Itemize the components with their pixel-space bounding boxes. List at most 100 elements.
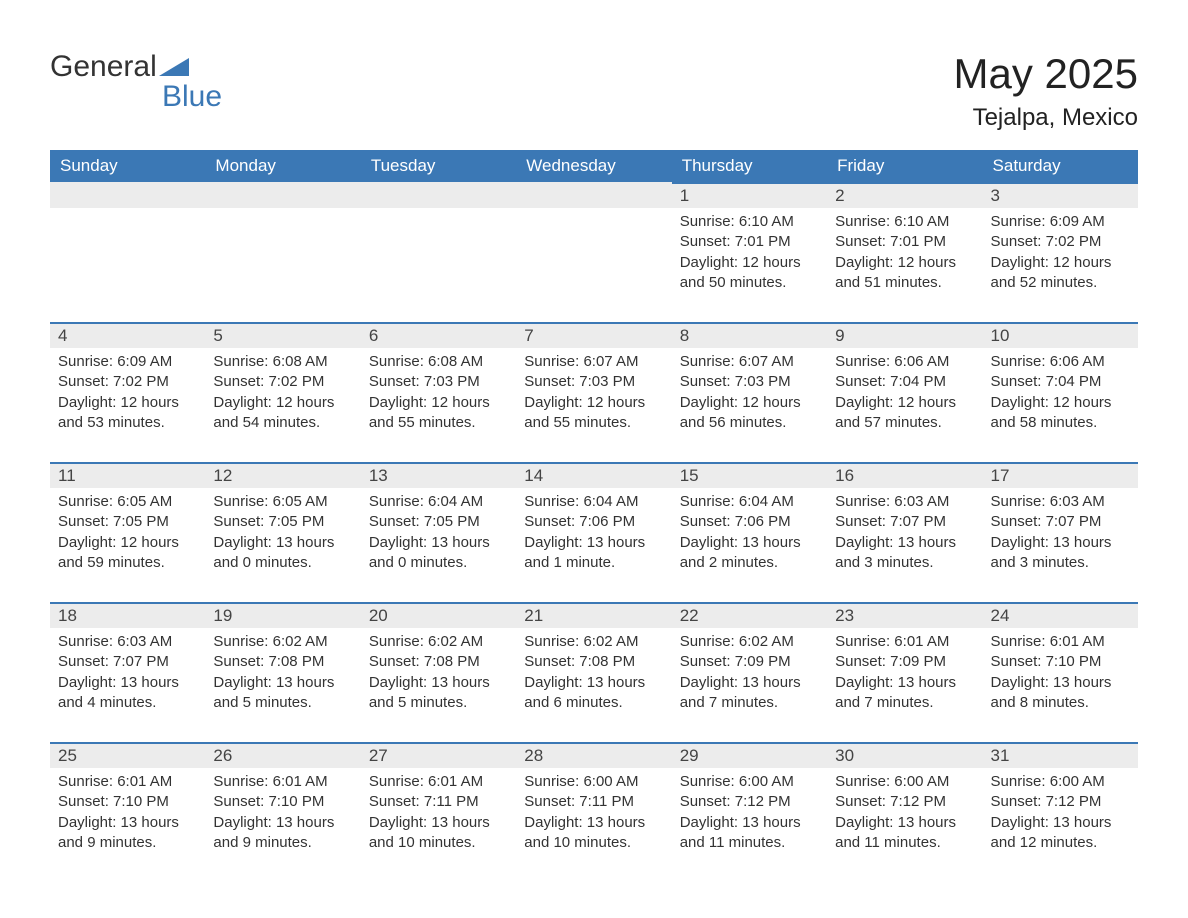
day-body: Sunrise: 6:08 AMSunset: 7:03 PMDaylight:… <box>361 348 516 439</box>
day-body: Sunrise: 6:04 AMSunset: 7:06 PMDaylight:… <box>672 488 827 579</box>
day-number: 30 <box>827 742 982 768</box>
daylight-text: Daylight: 13 hours and 10 minutes. <box>369 813 508 854</box>
daylight-text: Daylight: 12 hours and 55 minutes. <box>524 393 663 434</box>
sunset-text: Sunset: 7:11 PM <box>524 792 663 812</box>
sunrise-text: Sunrise: 6:05 AM <box>58 492 197 512</box>
daylight-text: Daylight: 13 hours and 11 minutes. <box>835 813 974 854</box>
sunrise-text: Sunrise: 6:03 AM <box>835 492 974 512</box>
empty-day-number <box>205 182 360 208</box>
weekday-header-row: SundayMondayTuesdayWednesdayThursdayFrid… <box>50 150 1138 182</box>
calendar-cell <box>361 182 516 322</box>
daylight-text: Daylight: 12 hours and 55 minutes. <box>369 393 508 434</box>
daylight-text: Daylight: 12 hours and 56 minutes. <box>680 393 819 434</box>
daylight-text: Daylight: 12 hours and 58 minutes. <box>991 393 1130 434</box>
sunrise-text: Sunrise: 6:02 AM <box>680 632 819 652</box>
calendar-cell: 11Sunrise: 6:05 AMSunset: 7:05 PMDayligh… <box>50 462 205 602</box>
day-body: Sunrise: 6:02 AMSunset: 7:09 PMDaylight:… <box>672 628 827 719</box>
sunset-text: Sunset: 7:07 PM <box>58 652 197 672</box>
sunset-text: Sunset: 7:02 PM <box>58 372 197 392</box>
daylight-text: Daylight: 13 hours and 3 minutes. <box>835 533 974 574</box>
sunrise-text: Sunrise: 6:00 AM <box>680 772 819 792</box>
day-number: 12 <box>205 462 360 488</box>
sunset-text: Sunset: 7:03 PM <box>369 372 508 392</box>
calendar-cell: 6Sunrise: 6:08 AMSunset: 7:03 PMDaylight… <box>361 322 516 462</box>
sunset-text: Sunset: 7:12 PM <box>680 792 819 812</box>
calendar-cell: 15Sunrise: 6:04 AMSunset: 7:06 PMDayligh… <box>672 462 827 602</box>
sunrise-text: Sunrise: 6:10 AM <box>835 212 974 232</box>
day-body: Sunrise: 6:00 AMSunset: 7:12 PMDaylight:… <box>672 768 827 859</box>
day-number: 20 <box>361 602 516 628</box>
sunset-text: Sunset: 7:03 PM <box>680 372 819 392</box>
sunset-text: Sunset: 7:12 PM <box>991 792 1130 812</box>
day-body: Sunrise: 6:04 AMSunset: 7:06 PMDaylight:… <box>516 488 671 579</box>
calendar-cell: 19Sunrise: 6:02 AMSunset: 7:08 PMDayligh… <box>205 602 360 742</box>
sunset-text: Sunset: 7:09 PM <box>835 652 974 672</box>
calendar-cell: 31Sunrise: 6:00 AMSunset: 7:12 PMDayligh… <box>983 742 1138 882</box>
day-body: Sunrise: 6:07 AMSunset: 7:03 PMDaylight:… <box>516 348 671 439</box>
sunrise-text: Sunrise: 6:09 AM <box>58 352 197 372</box>
day-body: Sunrise: 6:01 AMSunset: 7:10 PMDaylight:… <box>205 768 360 859</box>
sunrise-text: Sunrise: 6:07 AM <box>680 352 819 372</box>
calendar-cell: 20Sunrise: 6:02 AMSunset: 7:08 PMDayligh… <box>361 602 516 742</box>
daylight-text: Daylight: 13 hours and 12 minutes. <box>991 813 1130 854</box>
weekday-header: Sunday <box>50 150 205 182</box>
sunrise-text: Sunrise: 6:05 AM <box>213 492 352 512</box>
weekday-header: Monday <box>205 150 360 182</box>
calendar-cell: 7Sunrise: 6:07 AMSunset: 7:03 PMDaylight… <box>516 322 671 462</box>
sunrise-text: Sunrise: 6:06 AM <box>991 352 1130 372</box>
calendar-cell: 23Sunrise: 6:01 AMSunset: 7:09 PMDayligh… <box>827 602 982 742</box>
daylight-text: Daylight: 13 hours and 4 minutes. <box>58 673 197 714</box>
day-number: 14 <box>516 462 671 488</box>
daylight-text: Daylight: 12 hours and 53 minutes. <box>58 393 197 434</box>
daylight-text: Daylight: 12 hours and 57 minutes. <box>835 393 974 434</box>
calendar-cell: 13Sunrise: 6:04 AMSunset: 7:05 PMDayligh… <box>361 462 516 602</box>
daylight-text: Daylight: 13 hours and 9 minutes. <box>213 813 352 854</box>
day-body: Sunrise: 6:00 AMSunset: 7:12 PMDaylight:… <box>827 768 982 859</box>
day-number: 18 <box>50 602 205 628</box>
day-body: Sunrise: 6:10 AMSunset: 7:01 PMDaylight:… <box>672 208 827 299</box>
daylight-text: Daylight: 12 hours and 51 minutes. <box>835 253 974 294</box>
sunrise-text: Sunrise: 6:04 AM <box>680 492 819 512</box>
sunrise-text: Sunrise: 6:00 AM <box>835 772 974 792</box>
calendar-cell: 3Sunrise: 6:09 AMSunset: 7:02 PMDaylight… <box>983 182 1138 322</box>
sunset-text: Sunset: 7:08 PM <box>524 652 663 672</box>
calendar-cell <box>516 182 671 322</box>
weekday-header: Thursday <box>672 150 827 182</box>
sunrise-text: Sunrise: 6:01 AM <box>835 632 974 652</box>
calendar-cell <box>50 182 205 322</box>
calendar-cell: 14Sunrise: 6:04 AMSunset: 7:06 PMDayligh… <box>516 462 671 602</box>
calendar-cell: 29Sunrise: 6:00 AMSunset: 7:12 PMDayligh… <box>672 742 827 882</box>
calendar-body: 1Sunrise: 6:10 AMSunset: 7:01 PMDaylight… <box>50 182 1138 882</box>
calendar-week-row: 18Sunrise: 6:03 AMSunset: 7:07 PMDayligh… <box>50 602 1138 742</box>
calendar-cell: 28Sunrise: 6:00 AMSunset: 7:11 PMDayligh… <box>516 742 671 882</box>
weekday-header: Friday <box>827 150 982 182</box>
day-number: 26 <box>205 742 360 768</box>
sunset-text: Sunset: 7:05 PM <box>369 512 508 532</box>
day-body: Sunrise: 6:09 AMSunset: 7:02 PMDaylight:… <box>50 348 205 439</box>
day-number: 11 <box>50 462 205 488</box>
sunrise-text: Sunrise: 6:01 AM <box>213 772 352 792</box>
day-body: Sunrise: 6:03 AMSunset: 7:07 PMDaylight:… <box>50 628 205 719</box>
calendar-week-row: 4Sunrise: 6:09 AMSunset: 7:02 PMDaylight… <box>50 322 1138 462</box>
weekday-header: Tuesday <box>361 150 516 182</box>
day-body: Sunrise: 6:04 AMSunset: 7:05 PMDaylight:… <box>361 488 516 579</box>
daylight-text: Daylight: 13 hours and 6 minutes. <box>524 673 663 714</box>
logo: General Blue <box>50 50 189 84</box>
logo-text-blue: Blue <box>162 80 222 113</box>
daylight-text: Daylight: 12 hours and 52 minutes. <box>991 253 1130 294</box>
sunset-text: Sunset: 7:08 PM <box>369 652 508 672</box>
sunrise-text: Sunrise: 6:00 AM <box>524 772 663 792</box>
day-body: Sunrise: 6:08 AMSunset: 7:02 PMDaylight:… <box>205 348 360 439</box>
header-row: General Blue May 2025 Tejalpa, Mexico <box>50 50 1138 132</box>
sunrise-text: Sunrise: 6:01 AM <box>991 632 1130 652</box>
day-number: 29 <box>672 742 827 768</box>
day-body: Sunrise: 6:03 AMSunset: 7:07 PMDaylight:… <box>983 488 1138 579</box>
day-number: 23 <box>827 602 982 628</box>
day-number: 8 <box>672 322 827 348</box>
calendar-cell: 18Sunrise: 6:03 AMSunset: 7:07 PMDayligh… <box>50 602 205 742</box>
calendar-week-row: 1Sunrise: 6:10 AMSunset: 7:01 PMDaylight… <box>50 182 1138 322</box>
title-block: May 2025 Tejalpa, Mexico <box>954 50 1138 132</box>
sunrise-text: Sunrise: 6:02 AM <box>213 632 352 652</box>
calendar-week-row: 25Sunrise: 6:01 AMSunset: 7:10 PMDayligh… <box>50 742 1138 882</box>
day-body: Sunrise: 6:07 AMSunset: 7:03 PMDaylight:… <box>672 348 827 439</box>
